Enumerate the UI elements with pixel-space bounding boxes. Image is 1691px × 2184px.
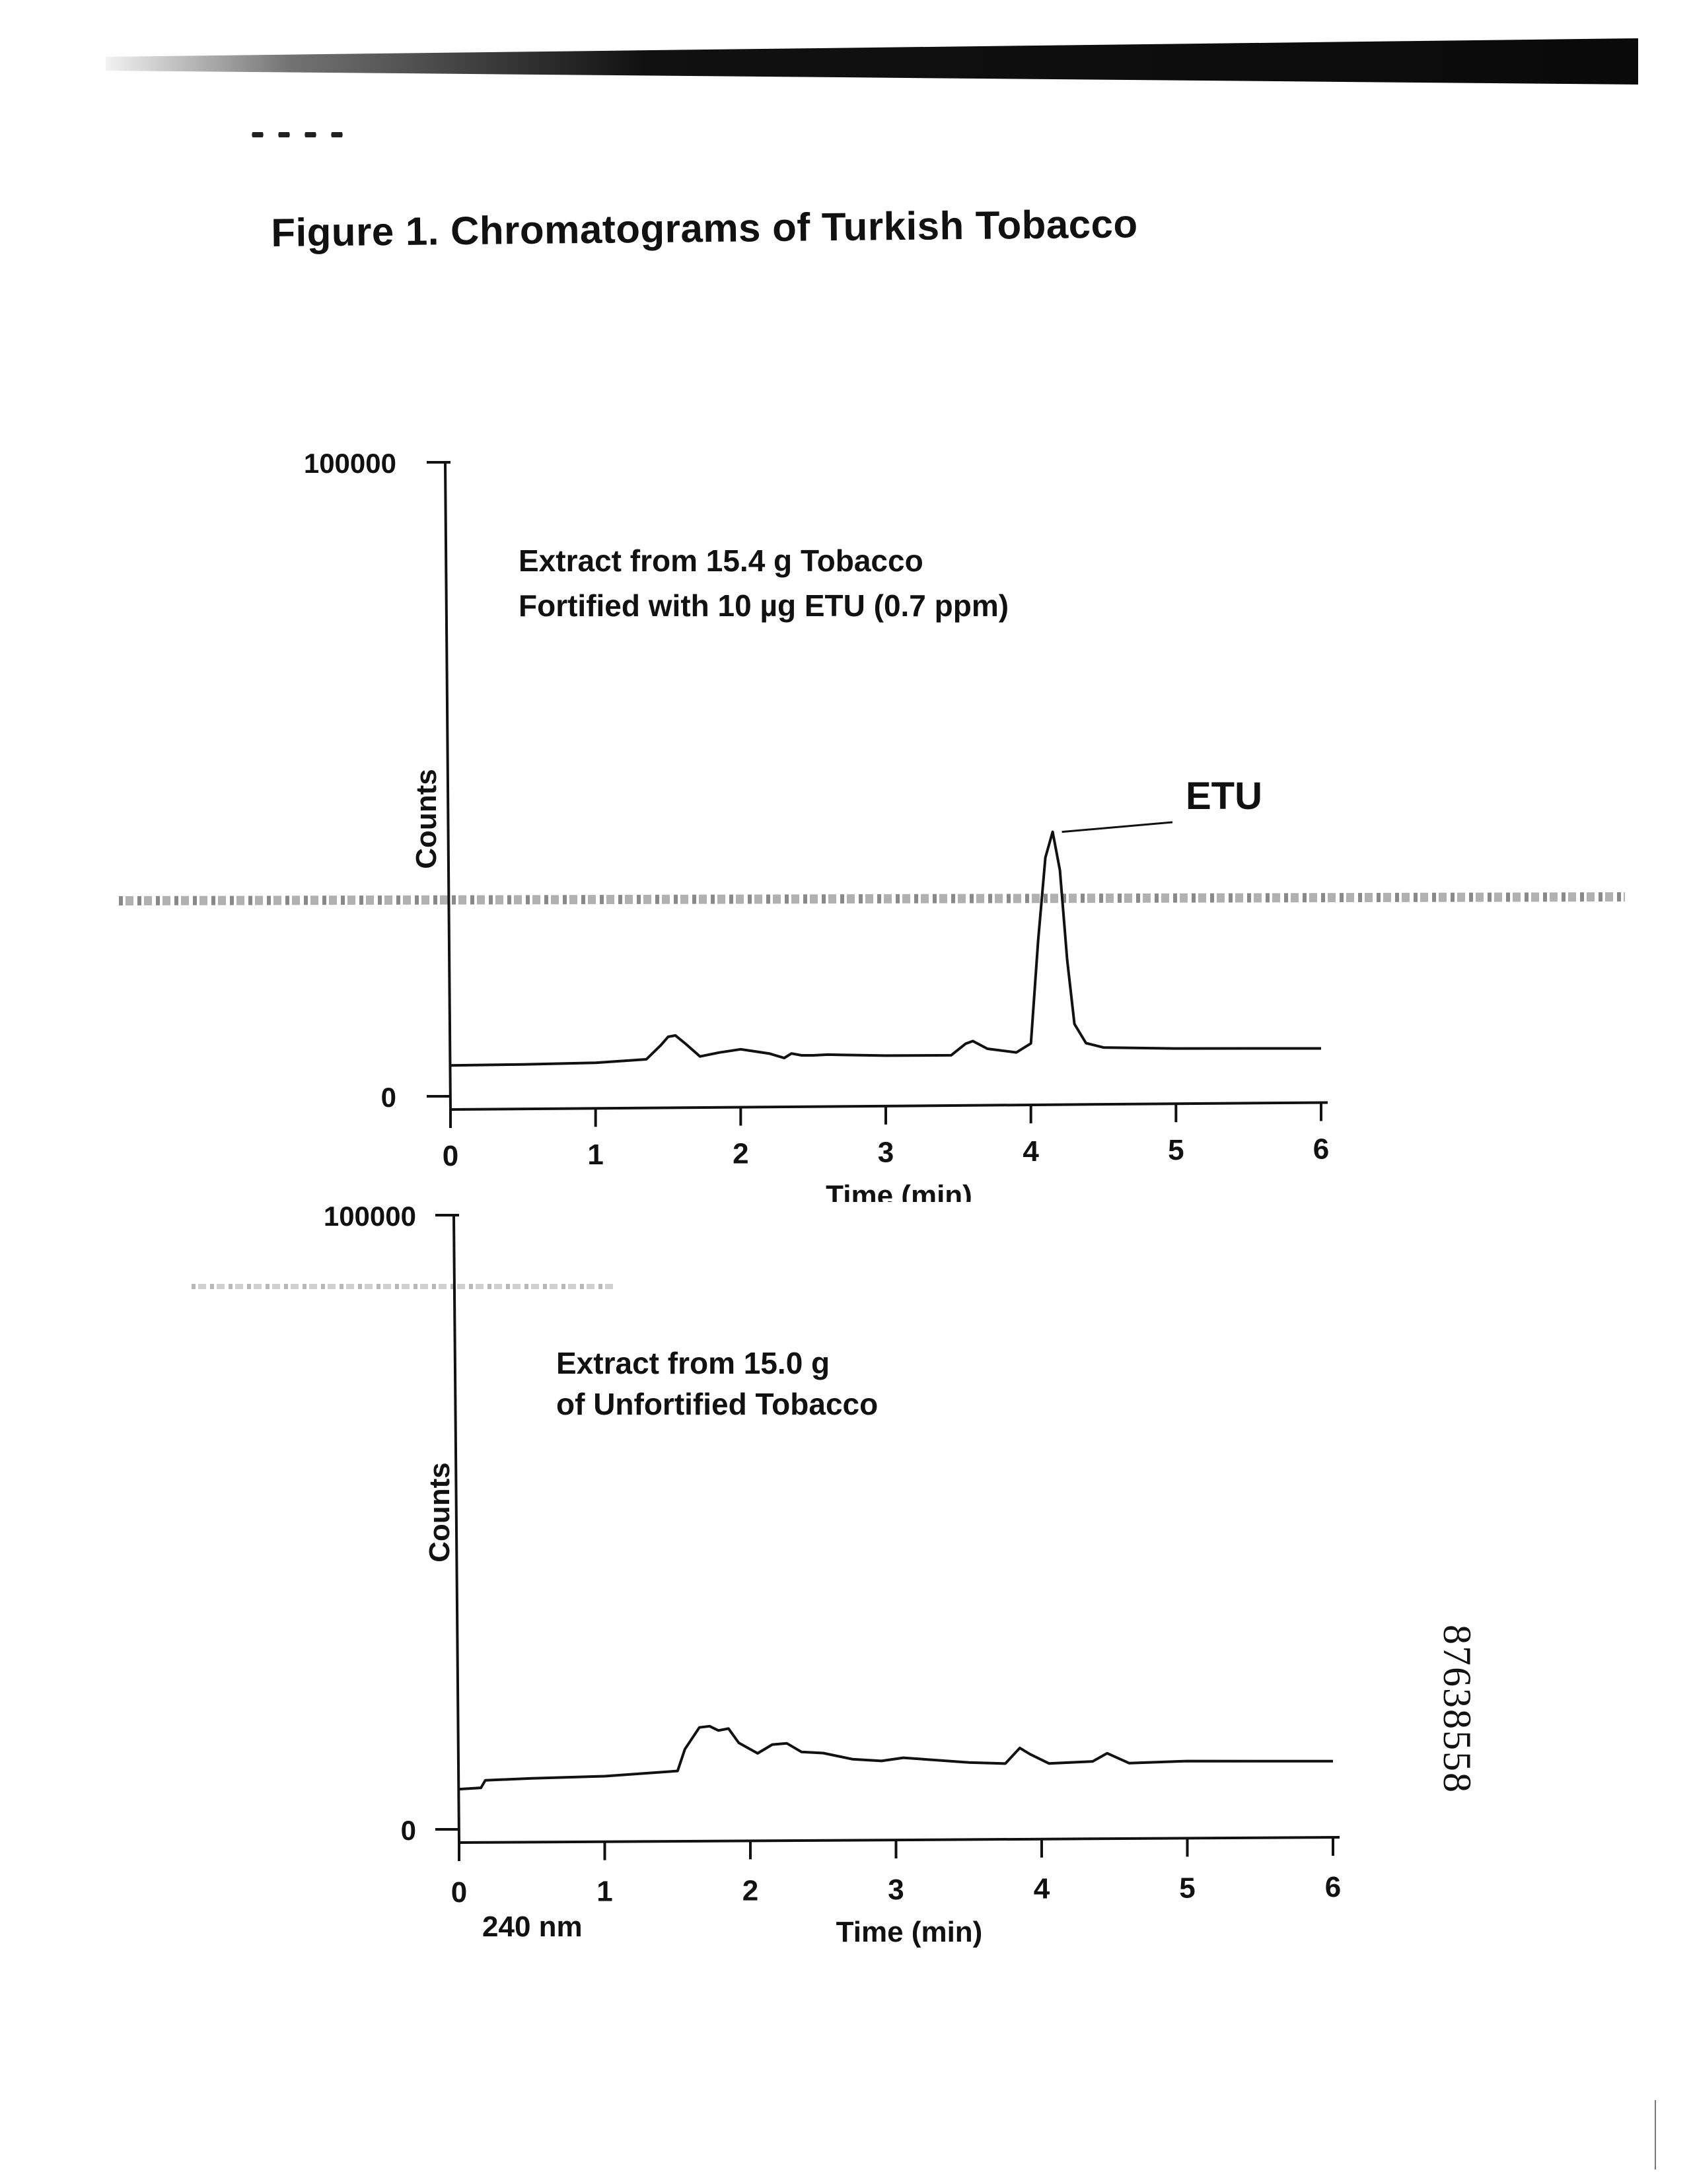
y-tick-label: 100000 [324, 1201, 416, 1232]
chromatogram-fortified-svg: 0 100000 0 1 2 3 4 5 6 Time (min) Counts Extract fr… [304, 448, 1329, 1202]
sample-annotation-line: Extract from 15.0 g [556, 1346, 830, 1380]
scan-artifact-dots [244, 132, 350, 137]
chromatogram-unfortified-svg: 0 100000 0 1 2 3 4 5 6 Time (min) Counts Extract fr… [324, 1201, 1341, 1948]
scan-edge-line [1655, 2100, 1656, 2169]
x-tick-label: 4 [1034, 1873, 1050, 1905]
x-axis-label: Time (min) [836, 1916, 983, 1948]
peak-label: ETU [1186, 775, 1262, 818]
x-tick-label: 6 [1325, 1871, 1341, 1903]
x-tick-label: 6 [1313, 1133, 1329, 1165]
sample-annotation-line: of Unfortified Tobacco [556, 1387, 878, 1421]
figure-title: Figure 1. Chromatograms of Turkish Tobac… [271, 201, 1138, 255]
document-id: 87638558 [1435, 1625, 1479, 1794]
x-tick-label: 2 [733, 1137, 748, 1170]
y-tick-label: 0 [381, 1082, 396, 1113]
x-tick-label: 4 [1023, 1135, 1039, 1168]
scan-streak-lower [192, 1284, 614, 1289]
y-axis [444, 462, 452, 1110]
y-axis-label: Counts [410, 769, 443, 869]
x-tick-label: 5 [1168, 1134, 1184, 1166]
sample-annotation-line: Fortified with 10 µg ETU (0.7 ppm) [519, 588, 1009, 623]
chromatogram-trace [458, 1724, 1334, 1791]
x-tick-label: 3 [888, 1874, 904, 1906]
x-tick-label: 0 [451, 1876, 467, 1909]
x-tick-label: 5 [1179, 1872, 1195, 1904]
wavelength-label: 240 nm [482, 1911, 583, 1943]
chromatogram-fortified: 0 100000 0 1 2 3 4 5 6 Time (min) Counts Extract fr… [0, 423, 1691, 1202]
x-axis-label: Time (min) [826, 1180, 972, 1202]
y-tick-label: 100000 [304, 448, 396, 479]
x-tick-label: 3 [878, 1137, 894, 1169]
x-tick-label: 1 [596, 1876, 612, 1908]
chromatogram-trace [450, 830, 1322, 1067]
scan-artifact-bar [106, 38, 1638, 85]
y-axis [452, 1215, 460, 1843]
x-tick-label: 0 [443, 1140, 458, 1172]
y-axis-label: Counts [423, 1462, 456, 1563]
sample-annotation-line: Extract from 15.4 g Tobacco [519, 544, 923, 578]
y-tick-label: 0 [401, 1815, 416, 1846]
x-tick-label: 1 [587, 1139, 603, 1171]
x-axis [450, 1101, 1328, 1111]
x-axis [458, 1836, 1340, 1844]
peak-leader-line [1061, 821, 1173, 833]
x-tick-label: 2 [742, 1874, 758, 1907]
chromatogram-unfortified: 0 100000 0 1 2 3 4 5 6 Time (min) Counts Extract fr… [0, 1169, 1691, 1961]
